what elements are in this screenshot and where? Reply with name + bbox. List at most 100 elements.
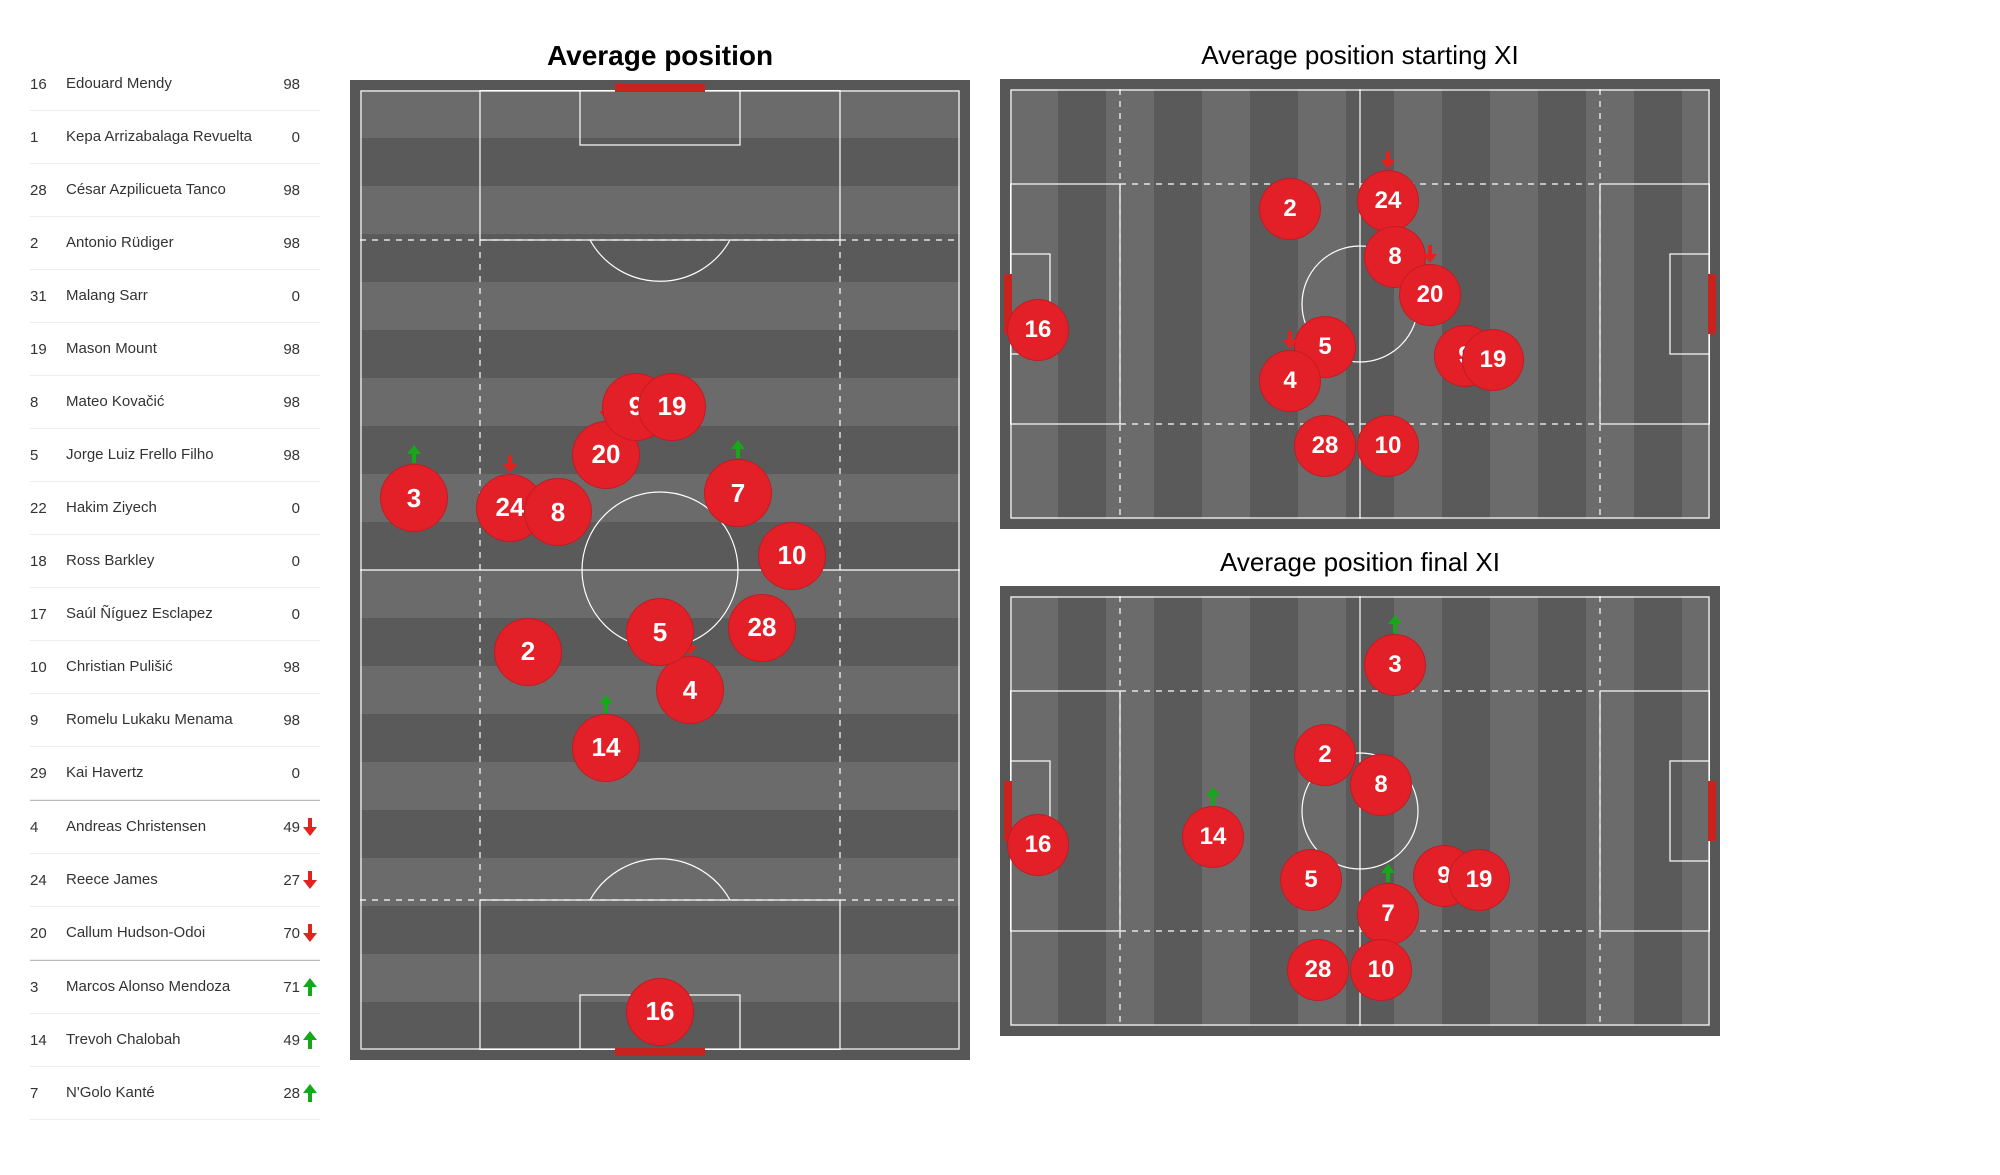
player-minutes: 49 [266, 819, 300, 836]
player-minutes: 98 [266, 659, 300, 676]
player-minutes: 98 [266, 76, 300, 93]
player-row: 4Andreas Christensen49 [30, 800, 320, 854]
player-minutes: 98 [266, 394, 300, 411]
player-name: Saúl Ñíguez Esclapez [66, 605, 266, 622]
player-row: 17Saúl Ñíguez Esclapez0 [30, 588, 320, 641]
player-name: Trevoh Chalobah [66, 1031, 266, 1048]
player-number: 4 [30, 819, 66, 836]
position-marker: 19 [1462, 329, 1524, 391]
final-pitch-title: Average position final XI [1000, 547, 1720, 578]
arrow-up-icon [1206, 787, 1220, 805]
position-marker: 16 [626, 978, 694, 1046]
arrow-up-icon [731, 440, 745, 458]
player-number: 1 [30, 129, 66, 146]
player-minutes: 0 [266, 553, 300, 570]
arrow-up-icon [303, 1031, 317, 1049]
main-pitch: 161442528102483720919 [350, 80, 970, 1060]
player-row: 29Kai Havertz0 [30, 747, 320, 800]
player-sub-icon [300, 1031, 320, 1049]
player-name: Jorge Luiz Frello Filho [66, 446, 266, 463]
player-row: 19Mason Mount98 [30, 323, 320, 376]
position-marker: 7 [1357, 883, 1419, 945]
player-name: Kai Havertz [66, 764, 266, 781]
arrow-down-icon [1283, 331, 1297, 349]
arrow-down-icon [1381, 151, 1395, 169]
player-name: Reece James [66, 871, 266, 888]
player-minutes: 0 [266, 500, 300, 517]
position-marker: 16 [1007, 814, 1069, 876]
position-marker: 2 [1259, 178, 1321, 240]
player-number: 10 [30, 659, 66, 676]
arrow-up-icon [407, 445, 421, 463]
player-minutes: 27 [266, 872, 300, 889]
player-name: Marcos Alonso Mendoza [66, 978, 266, 995]
position-marker: 28 [1287, 939, 1349, 1001]
position-marker: 20 [1399, 264, 1461, 326]
player-number: 5 [30, 447, 66, 464]
position-marker: 3 [1364, 634, 1426, 696]
player-number: 7 [30, 1085, 66, 1102]
player-number: 29 [30, 765, 66, 782]
player-minutes: 0 [266, 606, 300, 623]
player-minutes: 98 [266, 447, 300, 464]
goal-accent-top [615, 84, 705, 92]
player-row: 20Callum Hudson-Odoi70 [30, 907, 320, 960]
position-marker: 4 [656, 656, 724, 724]
player-row: 8Mateo Kovačić98 [30, 376, 320, 429]
arrow-up-icon [1381, 864, 1395, 882]
player-number: 20 [30, 925, 66, 942]
player-minutes: 98 [266, 182, 300, 199]
player-name: Andreas Christensen [66, 818, 266, 835]
player-name: César Azpilicueta Tanco [66, 181, 266, 198]
player-name: Malang Sarr [66, 287, 266, 304]
start-pitch-title: Average position starting XI [1000, 40, 1720, 71]
player-name: N'Golo Kanté [66, 1084, 266, 1101]
position-marker: 28 [728, 594, 796, 662]
player-sub-icon [300, 978, 320, 996]
player-row: 9Romelu Lukaku Menama98 [30, 694, 320, 747]
position-marker: 16 [1007, 299, 1069, 361]
player-sub-icon [300, 924, 320, 942]
player-row: 3Marcos Alonso Mendoza71 [30, 960, 320, 1014]
player-row: 14Trevoh Chalobah49 [30, 1014, 320, 1067]
player-minutes: 98 [266, 341, 300, 358]
player-table: 16Edouard Mendy981Kepa Arrizabalaga Revu… [30, 58, 320, 1145]
arrow-down-icon [1423, 245, 1437, 263]
position-marker: 24 [1357, 170, 1419, 232]
arrow-up-icon [303, 1084, 317, 1102]
player-name: Ross Barkley [66, 552, 266, 569]
player-number: 22 [30, 500, 66, 517]
player-minutes: 49 [266, 1032, 300, 1049]
player-number: 14 [30, 1032, 66, 1049]
player-name: Antonio Rüdiger [66, 234, 266, 251]
player-number: 17 [30, 606, 66, 623]
player-row: 10Christian Pulišić98 [30, 641, 320, 694]
player-row: 2Antonio Rüdiger98 [30, 217, 320, 270]
position-marker: 2 [494, 618, 562, 686]
player-number: 19 [30, 341, 66, 358]
player-name: Christian Pulišić [66, 658, 266, 675]
position-marker: 10 [1350, 939, 1412, 1001]
player-name: Mateo Kovačić [66, 393, 266, 410]
player-minutes: 70 [266, 925, 300, 942]
player-number: 18 [30, 553, 66, 570]
final-pitch: 1632814591972810 [1000, 586, 1720, 1036]
player-row: 24Reece James27 [30, 854, 320, 907]
player-number: 28 [30, 182, 66, 199]
arrow-up-icon [599, 695, 613, 713]
player-number: 24 [30, 872, 66, 889]
position-marker: 28 [1294, 415, 1356, 477]
player-number: 8 [30, 394, 66, 411]
position-marker: 2 [1294, 724, 1356, 786]
player-row: 16Edouard Mendy98 [30, 58, 320, 111]
player-name: Mason Mount [66, 340, 266, 357]
arrow-down-icon [303, 924, 317, 942]
player-number: 31 [30, 288, 66, 305]
arrow-up-icon [1388, 615, 1402, 633]
player-minutes: 0 [266, 765, 300, 782]
player-row: 5Jorge Luiz Frello Filho98 [30, 429, 320, 482]
player-row: 7N'Golo Kanté28 [30, 1067, 320, 1120]
player-number: 2 [30, 235, 66, 252]
player-minutes: 98 [266, 712, 300, 729]
position-marker: 14 [572, 714, 640, 782]
